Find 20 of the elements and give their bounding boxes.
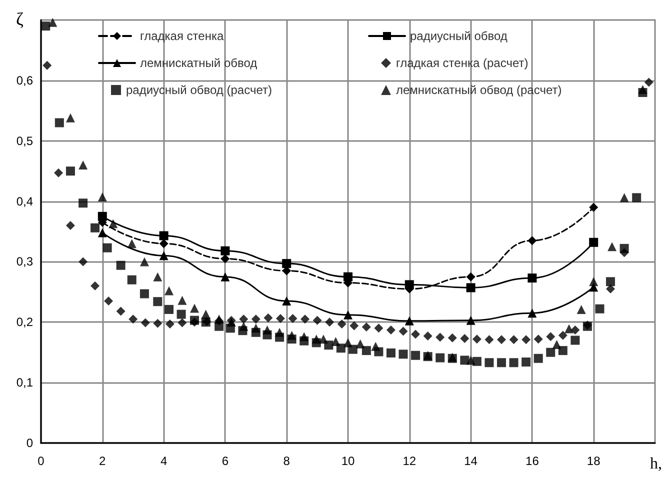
y-tick-label: 0,4 bbox=[16, 194, 34, 208]
x-tick-label: 14 bbox=[464, 454, 478, 468]
x-tick-label: 6 bbox=[222, 454, 229, 468]
x-tick-label: 2 bbox=[99, 454, 106, 468]
y-tick-label: 0,5 bbox=[16, 134, 34, 148]
y-tick-label: 0,3 bbox=[16, 254, 34, 269]
y-tick-label: 0,6 bbox=[16, 73, 34, 88]
x-tick-label: 12 bbox=[402, 454, 416, 468]
x-tick-label: 4 bbox=[160, 454, 168, 468]
y-tick-label: 0,2 bbox=[16, 315, 34, 330]
y-tick-label: 0,1 bbox=[16, 376, 34, 390]
y-axis-title: ζ bbox=[16, 9, 24, 29]
x-tick-label: 10 bbox=[341, 454, 355, 468]
legend-label: радиусный обвод bbox=[410, 29, 508, 43]
x-tick-label: 0 bbox=[38, 454, 45, 468]
x-tick-label: 16 bbox=[526, 454, 540, 468]
x-tick-label: 8 bbox=[283, 454, 290, 468]
x-axis-title: h, bbox=[650, 456, 662, 472]
x-tick-label: 18 bbox=[586, 454, 601, 468]
y-tick-label: 0 bbox=[26, 436, 34, 450]
